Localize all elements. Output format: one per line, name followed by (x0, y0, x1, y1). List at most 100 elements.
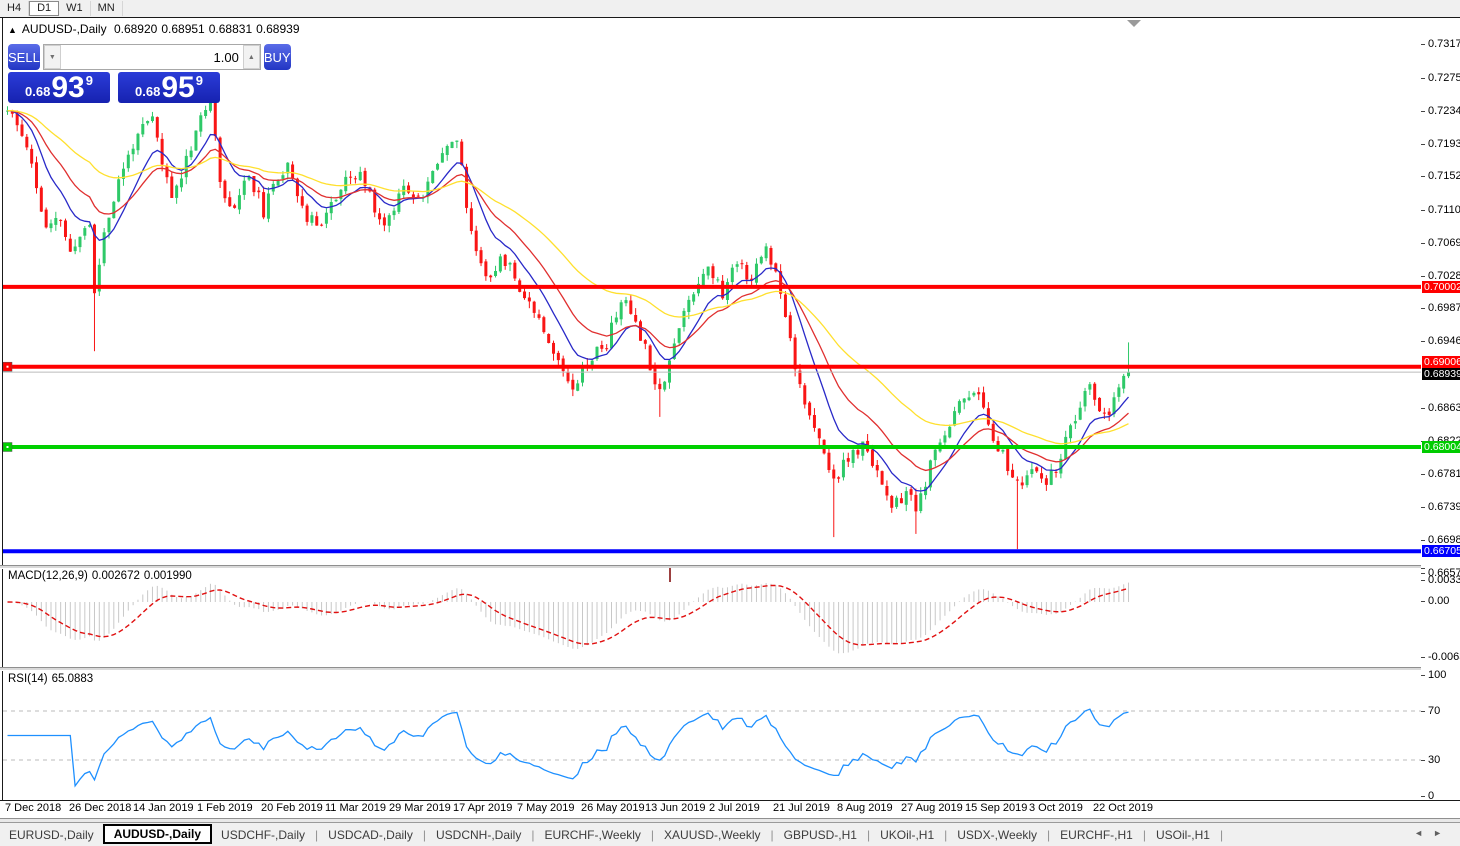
date-axis-border (0, 800, 1460, 801)
rsi-value: 65.0883 (51, 673, 94, 685)
macd-axis-tick: 0.00 (1421, 595, 1449, 607)
timeframe-toolbar: H4 D1 W1 MN (0, 0, 1460, 18)
chart-window-left-border (2, 18, 3, 800)
tab-gbpusd-h1[interactable]: GBPUSD-,H1 (783, 828, 857, 842)
ohlc-close: 0.68939 (256, 22, 300, 36)
ohlc-low: 0.68831 (208, 22, 253, 36)
sell-button[interactable]: SELL (8, 44, 40, 70)
timeframe-button-w1[interactable]: W1 (59, 1, 91, 16)
macd-pane[interactable] (0, 567, 1421, 667)
date-label: 13 Jun 2019 (645, 802, 706, 814)
rsi-name: RSI(14) (8, 673, 48, 685)
date-label: 21 Jul 2019 (773, 802, 830, 814)
timeframe-button-mn[interactable]: MN (91, 1, 123, 16)
hline-price-label-68004: 0.68004 (1422, 441, 1460, 453)
chart-window-top-border (0, 17, 1460, 18)
buy-price-prefix: 0.68 (135, 84, 161, 99)
macd-name: MACD(12,26,9) (8, 570, 88, 582)
tab-eurchf-h1[interactable]: EURCHF-,H1 (1060, 828, 1133, 842)
date-label: 14 Jan 2019 (133, 802, 194, 814)
tab-ukoil-h1[interactable]: UKOil-,H1 (880, 828, 935, 842)
tab-usdcnh-daily[interactable]: USDCNH-,Daily (435, 828, 522, 842)
date-label: 26 Dec 2018 (69, 802, 132, 814)
sell-price-prefix: 0.68 (25, 84, 51, 99)
timeframe-button-h4[interactable]: H4 (0, 1, 30, 16)
tab-scroll-right-icon[interactable]: ► (1433, 828, 1452, 838)
tab-separator: | (1047, 828, 1051, 842)
date-label: 11 Mar 2019 (325, 802, 386, 814)
ohlc-high: 0.68951 (161, 22, 205, 36)
buy-price-big: 95 (161, 71, 195, 104)
tab-separator: | (650, 828, 655, 842)
date-label: 15 Sep 2019 (965, 802, 1028, 814)
tab-scroll-left-icon[interactable]: ◄ (1414, 828, 1434, 838)
sell-price-big: 93 (51, 71, 85, 104)
macd-axis-tick: 0.00332 (1421, 574, 1460, 586)
rsi-axis-tick: 30 (1421, 754, 1440, 766)
tab-eurchf-weekly[interactable]: EURCHF-,Weekly (544, 828, 641, 842)
rsi-pane[interactable] (0, 669, 1421, 800)
volume-increase-icon[interactable]: ▲ (242, 45, 260, 69)
tab-separator: | (1142, 828, 1146, 842)
tab-usdcad-daily[interactable]: USDCAD-,Daily (328, 828, 413, 842)
hline-price-label-70002: 0.70002 (1422, 281, 1460, 293)
tab-usdchf-daily[interactable]: USDCHF-,Daily (221, 828, 306, 842)
tab-scroll-arrows[interactable]: ◄► (1414, 828, 1452, 838)
tab-xauusd-weekly[interactable]: XAUUSD-,Weekly (664, 828, 761, 842)
date-label: 26 May 2019 (581, 802, 645, 814)
macd-rsi-splitter[interactable] (0, 667, 1460, 671)
date-label: 17 Apr 2019 (453, 802, 513, 814)
bid-price-label: 0.68939 (1422, 368, 1460, 380)
date-label: 7 Dec 2018 (5, 802, 62, 814)
ohlc-open: 0.68920 (113, 22, 158, 36)
rsi-axis-tick: 100 (1421, 669, 1446, 681)
time-axis[interactable]: 7 Dec 2018 26 Dec 2018 14 Jan 2019 1 Feb… (0, 802, 1421, 817)
tab-separator: | (422, 828, 426, 842)
chart-title: ▲ AUDUSD-,Daily 0.68920 0.68951 0.68831 0.68… (8, 22, 304, 36)
tab-separator: | (770, 828, 774, 842)
tab-separator: | (944, 828, 948, 842)
tab-eurusd-daily[interactable]: EURUSD-,Daily (9, 828, 94, 842)
hline-price-label-69006: 0.69006 (1422, 356, 1460, 368)
tab-usoil-h1[interactable]: USOil-,H1 (1155, 828, 1210, 842)
symbol-arrow-icon: ▲ (8, 25, 17, 35)
date-label: 29 Mar 2019 (389, 802, 451, 814)
macd-label: MACD(12,26,9) 0.002672 0.001990 (8, 570, 196, 582)
tab-separator: | (315, 828, 319, 842)
volume-decrease-icon[interactable]: ▼ (43, 45, 61, 69)
date-label: 8 Aug 2019 (837, 802, 893, 814)
macd-signal-value: 0.001990 (143, 570, 192, 582)
volume-input[interactable] (60, 48, 243, 66)
hline-price-label-66705: 0.66705 (1422, 545, 1460, 557)
rsi-axis-tick: 70 (1421, 705, 1440, 717)
date-label: 1 Feb 2019 (197, 802, 253, 814)
macd-axis-tick: -0.006361 (1421, 651, 1460, 663)
tab-audusd-daily[interactable]: AUDUSD-,Daily (102, 823, 213, 844)
date-label: 3 Oct 2019 (1029, 802, 1083, 814)
main-macd-splitter[interactable] (0, 565, 1460, 569)
timeframe-button-d1[interactable]: D1 (29, 1, 60, 16)
tab-usdx-weekly[interactable]: USDX-,Weekly (957, 828, 1038, 842)
macd-main-value: 0.002672 (91, 570, 140, 582)
buy-price-display[interactable]: 0.68 95 9 (118, 72, 220, 103)
sell-price-display[interactable]: 0.68 93 9 (8, 72, 110, 103)
tab-separator: | (531, 828, 535, 842)
date-label: 7 May 2019 (517, 802, 575, 814)
date-label: 20 Feb 2019 (261, 802, 323, 814)
volume-stepper: ▼ ▲ (42, 44, 261, 70)
buy-button[interactable]: BUY (263, 44, 291, 70)
